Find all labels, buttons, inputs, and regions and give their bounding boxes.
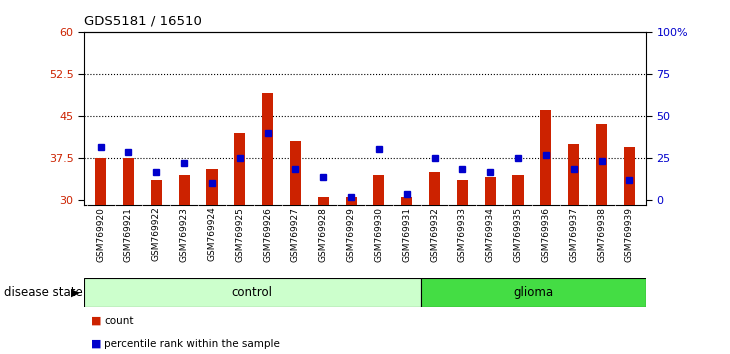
- Text: control: control: [232, 286, 273, 299]
- Bar: [318, 197, 328, 205]
- Text: ■: ■: [91, 316, 101, 326]
- Bar: [290, 141, 301, 205]
- Bar: [429, 172, 440, 205]
- Bar: [457, 180, 468, 205]
- Bar: [262, 93, 273, 205]
- Bar: [420, 278, 646, 307]
- Bar: [95, 158, 106, 205]
- Bar: [485, 177, 496, 205]
- Text: count: count: [104, 316, 134, 326]
- Text: GDS5181 / 16510: GDS5181 / 16510: [84, 14, 201, 27]
- Bar: [596, 124, 607, 205]
- Text: percentile rank within the sample: percentile rank within the sample: [104, 339, 280, 349]
- Bar: [84, 278, 420, 307]
- Text: ▶: ▶: [71, 287, 80, 297]
- Bar: [373, 175, 385, 205]
- Bar: [345, 197, 357, 205]
- Bar: [540, 110, 551, 205]
- Bar: [234, 133, 245, 205]
- Bar: [568, 144, 580, 205]
- Bar: [512, 175, 523, 205]
- Bar: [624, 147, 635, 205]
- Bar: [150, 180, 162, 205]
- Bar: [123, 158, 134, 205]
- Text: disease state: disease state: [4, 286, 82, 299]
- Bar: [402, 197, 412, 205]
- Text: glioma: glioma: [513, 286, 553, 299]
- Text: ■: ■: [91, 339, 101, 349]
- Bar: [207, 169, 218, 205]
- Bar: [179, 175, 190, 205]
